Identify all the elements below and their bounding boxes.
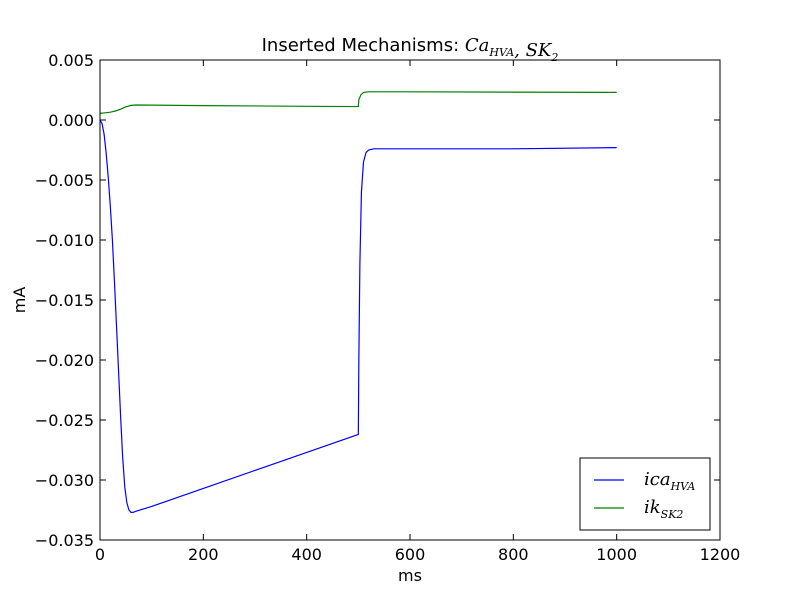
x-tick-label: 200 [188,545,219,564]
y-tick-label: 0.000 [48,111,94,130]
x-axis-label: ms [398,566,422,585]
chart-title: Inserted Mechanisms: CaHVA, SK2 [262,35,559,64]
y-tick-label: −0.030 [35,471,94,490]
y-tick-label: −0.005 [35,171,94,190]
legend-label-subscript: HVA [670,480,696,493]
chart-title-subscript: HVA [488,46,514,59]
legend-label-base: ik [644,497,661,518]
axis-ticks: 0 200 400 600 800 1000 1200 0.005 0.000 −0.005 −0.… [35,51,741,564]
x-tick-label: 800 [498,545,529,564]
y-tick-label: −0.010 [35,231,94,250]
x-tick-label: 600 [395,545,426,564]
chart-title-subscript: 2 [550,51,558,64]
legend-label: ikSK2 [644,497,683,521]
series-line-ica-hva [99,119,617,513]
legend: icaHVA ikSK2 [579,457,711,531]
plot-area [99,91,617,513]
x-tick-label: 0 [95,545,105,564]
y-tick-label: −0.035 [35,531,94,550]
y-axis-label: mA [10,287,29,314]
chart-title-prefix: Inserted Mechanisms: [262,35,465,56]
y-tick-label: −0.025 [35,411,94,430]
x-tick-label: 1200 [700,545,741,564]
legend-label-subscript: SK2 [661,508,684,521]
legend-label-base: ica [644,469,671,490]
series-line-ik-sk2 [99,91,617,114]
y-tick-label: 0.005 [48,51,94,70]
y-tick-label: −0.015 [35,291,94,310]
x-tick-label: 1000 [596,545,637,564]
chart-title-symbol: SK [526,40,553,61]
y-tick-label: −0.020 [35,351,94,370]
legend-box [579,457,711,531]
chart-title-symbol: Ca [465,35,490,56]
x-tick-label: 400 [291,545,322,564]
chart-title-separator: , [514,40,525,61]
legend-label: icaHVA [644,469,695,493]
